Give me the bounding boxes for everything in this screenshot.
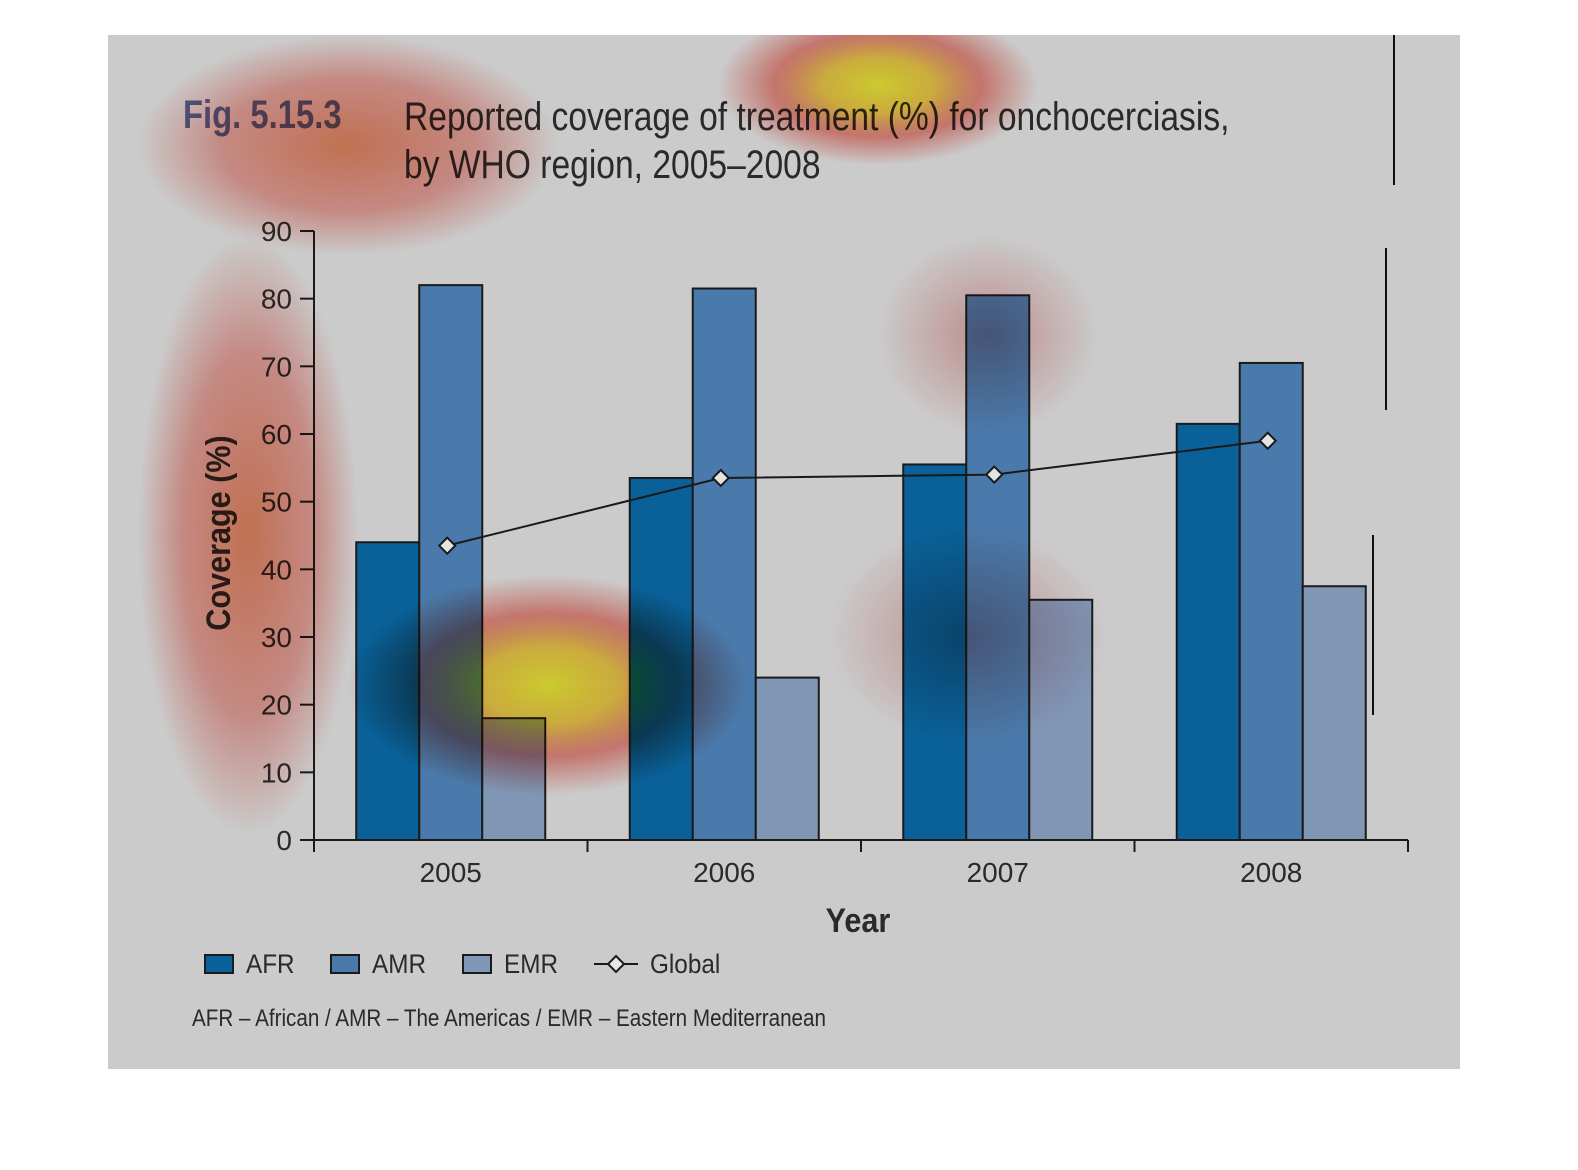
global-series-line: [447, 439, 1268, 547]
y-axis-title: Coverage (%): [200, 435, 238, 630]
legend-swatch-afr: [204, 954, 234, 974]
y-tick-label-70: 70: [261, 351, 292, 382]
legend: AFR AMR EMR Global: [204, 947, 758, 981]
bar-chart: 0 10 20 30 40 50 60 70 80 90 2005 2006 2007 2008 Cove…: [200, 216, 1409, 940]
global-line-group: [437, 431, 1278, 556]
y-tick-label-30: 30: [261, 622, 292, 653]
x-tick-label-2008: 2008: [1240, 857, 1302, 888]
global-marker-2006: [711, 468, 731, 488]
global-marker-2005: [437, 536, 457, 556]
legend-item-amr: AMR: [330, 949, 432, 980]
x-tick-label-2006: 2006: [693, 857, 755, 888]
bar-amr-2005: [418, 284, 484, 841]
footnote: AFR – African / AMR – The Americas / EMR…: [192, 1005, 826, 1032]
legend-item-global: Global: [594, 949, 728, 980]
bar-amr-2006: [691, 287, 757, 841]
margin-rule-2: [1385, 248, 1387, 410]
margin-rule-3: [1372, 535, 1374, 715]
legend-swatch-emr: [462, 954, 492, 974]
bar-afr-2005: [355, 541, 421, 841]
legend-item-afr: AFR: [204, 949, 300, 980]
bar-emr-2006: [754, 676, 820, 841]
y-tick-label-20: 20: [261, 690, 292, 721]
y-tick-label-80: 80: [261, 284, 292, 315]
bar-emr-2007: [1028, 598, 1094, 841]
bars-group: [355, 284, 1367, 842]
y-tick-label-0: 0: [276, 825, 292, 856]
legend-swatch-amr: [330, 954, 360, 974]
x-tick-label-2005: 2005: [420, 857, 482, 888]
x-axis-title: Year: [826, 902, 891, 940]
y-tick-label-90: 90: [261, 216, 292, 247]
margin-rule-1: [1393, 35, 1395, 185]
bar-emr-2008: [1301, 585, 1367, 841]
legend-label-afr: AFR: [246, 948, 295, 979]
legend-label-global: Global: [650, 948, 721, 979]
bar-amr-2007: [965, 294, 1031, 841]
global-marker-2008: [1258, 431, 1278, 451]
bar-afr-2008: [1175, 422, 1241, 841]
x-tick-label-2007: 2007: [967, 857, 1029, 888]
global-marker-2007: [984, 465, 1004, 485]
y-tick-label-40: 40: [261, 554, 292, 585]
legend-label-amr: AMR: [372, 948, 426, 979]
bar-emr-2005: [481, 717, 547, 842]
legend-diamond-line-icon: [594, 954, 638, 974]
y-tick-label-60: 60: [261, 419, 292, 450]
bar-afr-2006: [628, 476, 694, 841]
y-tick-label-50: 50: [261, 487, 292, 518]
figure-panel: Fig. 5.15.3 Reported coverage of treatme…: [108, 35, 1460, 1069]
y-tick-label-10: 10: [261, 757, 292, 788]
bar-amr-2008: [1238, 361, 1304, 841]
legend-item-emr: EMR: [462, 949, 564, 980]
legend-label-emr: EMR: [504, 948, 558, 979]
bar-afr-2007: [902, 463, 968, 841]
